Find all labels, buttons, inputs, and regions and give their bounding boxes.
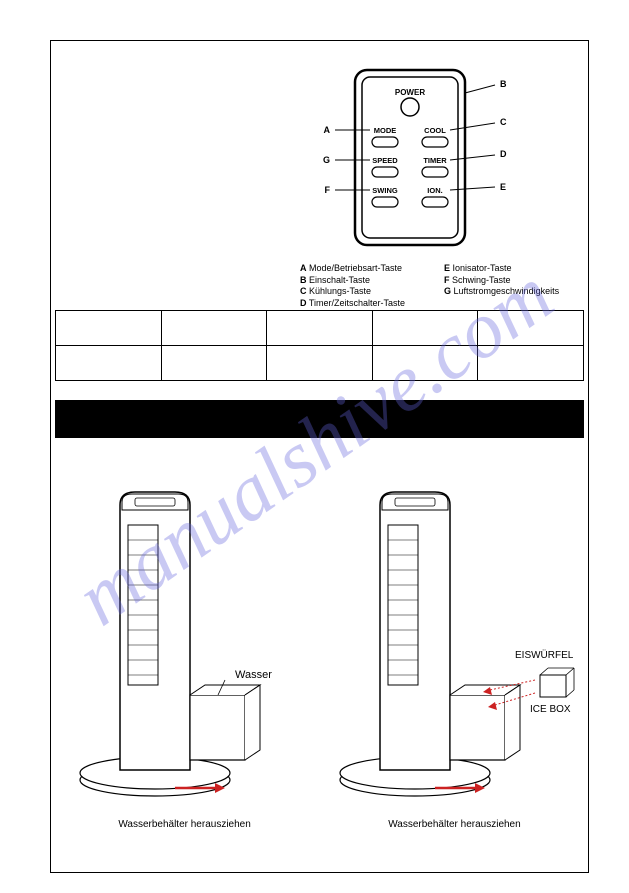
legend-text-f: Schwing-Taste: [452, 275, 511, 285]
remote-svg: POWER MODE COOL SPEED TIMER SWING ION. A…: [300, 65, 530, 255]
legend-key-b: B: [300, 275, 307, 285]
legend-text-d: Timer/Zeitschalter-Taste: [309, 298, 405, 308]
callout-g: G: [323, 155, 330, 165]
ion-label: ION.: [427, 186, 442, 195]
legend-text-c: Kühlungs-Taste: [309, 286, 371, 296]
table-cell: [161, 346, 267, 381]
table-cell: [478, 311, 584, 346]
mode-label: MODE: [374, 126, 397, 135]
legend-text-b: Einschalt-Taste: [309, 275, 370, 285]
table-cell: [372, 346, 478, 381]
speed-label: SPEED: [372, 156, 398, 165]
callout-b: B: [500, 79, 507, 89]
callout-d: D: [500, 149, 507, 159]
right-tower-diagram: EISWÜRFEL ICE BOX Wasserbehälter herausz…: [330, 480, 579, 830]
table-cell: [161, 311, 267, 346]
empty-table: [55, 310, 584, 381]
power-label: POWER: [395, 88, 425, 97]
left-tower-caption: Wasserbehälter herausziehen: [60, 819, 309, 830]
left-tower-svg: Wasser: [60, 480, 310, 810]
table-cell: [56, 346, 162, 381]
legend-key-e: E: [444, 263, 450, 273]
callout-a: A: [324, 125, 331, 135]
timer-label: TIMER: [423, 156, 447, 165]
water-label: Wasser: [235, 669, 272, 681]
legend-text-e: Ionisator-Taste: [453, 263, 512, 273]
left-tower-diagram: Wasser Wasserbehälter herausziehen: [60, 480, 309, 830]
legend-key-g: G: [444, 286, 451, 296]
cool-label: COOL: [424, 126, 446, 135]
legend-key-a: A: [300, 263, 307, 273]
right-tower-caption: Wasserbehälter herausziehen: [330, 819, 579, 830]
ice-box-label: ICE BOX: [530, 704, 571, 715]
right-tower-svg: EISWÜRFEL ICE BOX: [330, 480, 590, 810]
legend-text-g: Luftstromgeschwindigkeits: [454, 286, 560, 296]
swing-label: SWING: [372, 186, 398, 195]
table-cell: [478, 346, 584, 381]
table-cell: [372, 311, 478, 346]
callout-e: E: [500, 182, 506, 192]
legend-key-f: F: [444, 275, 450, 285]
table-cell: [267, 346, 373, 381]
tower-diagrams: Wasser Wasserbehälter herausziehen: [60, 480, 579, 830]
remote-legend: A Mode/Betriebsart-Taste B Einschalt-Tas…: [300, 263, 580, 310]
table-row: [56, 346, 584, 381]
remote-control-diagram: POWER MODE COOL SPEED TIMER SWING ION. A…: [300, 65, 580, 310]
table-cell: [56, 311, 162, 346]
callout-f: F: [325, 185, 331, 195]
callout-c: C: [500, 117, 507, 127]
legend-key-d: D: [300, 298, 307, 308]
ice-cube-label: EISWÜRFEL: [515, 649, 574, 661]
section-header-bar: [55, 400, 584, 438]
legend-text-a: Mode/Betriebsart-Taste: [309, 263, 402, 273]
table-cell: [267, 311, 373, 346]
table-row: [56, 311, 584, 346]
legend-key-c: C: [300, 286, 307, 296]
